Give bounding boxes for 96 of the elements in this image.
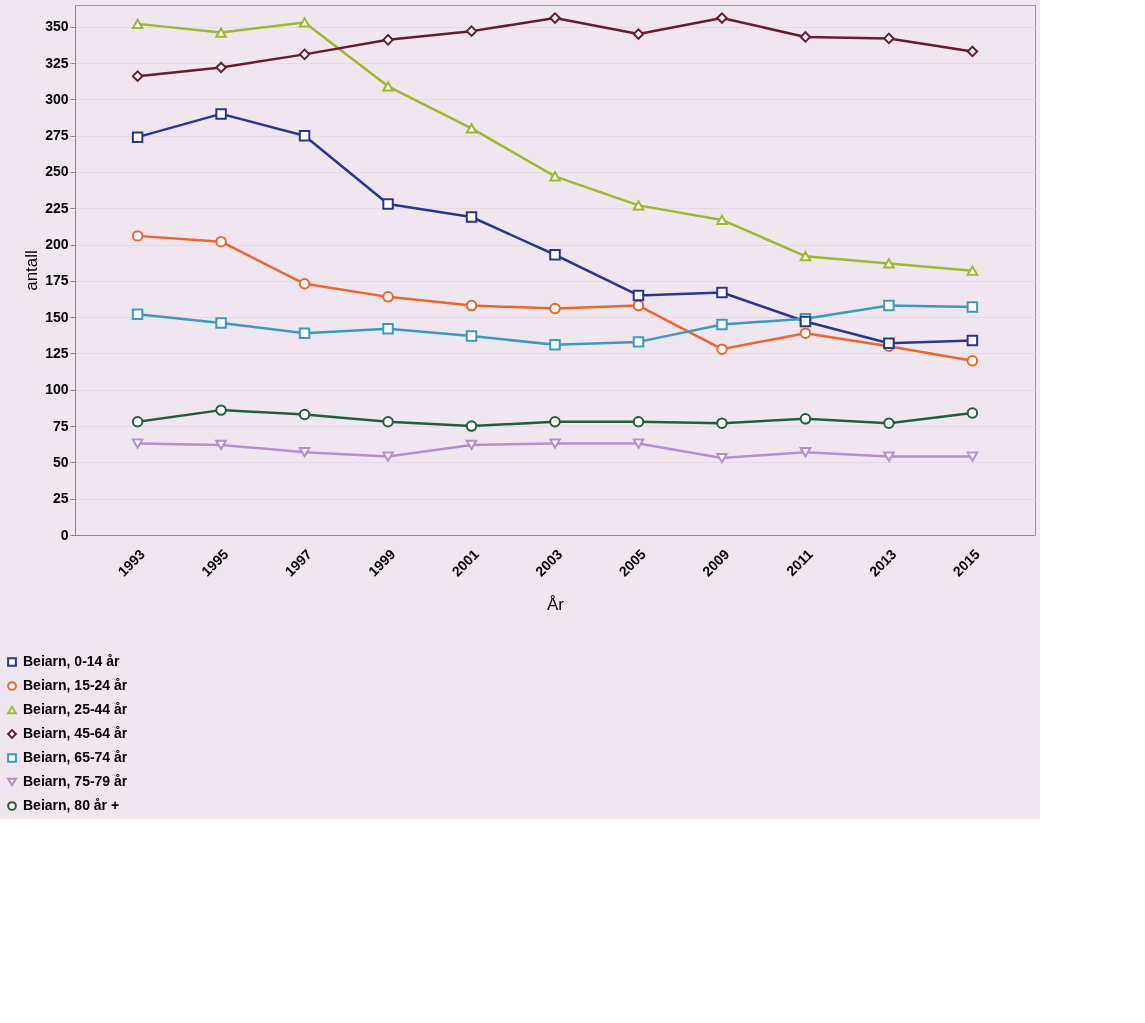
legend-label: Beiarn, 65-74 år [23,749,128,765]
point [298,327,311,339]
point [215,27,227,38]
point [632,200,645,211]
y-tick-label: 100 [45,381,69,398]
y-tick-label: 25 [52,490,69,507]
point [465,211,478,223]
point [382,323,394,335]
point [883,299,895,312]
point [382,34,394,46]
point [465,439,478,451]
point [298,408,311,421]
point [215,61,227,74]
point [549,302,561,315]
point [632,336,645,348]
y-tick-label: 325 [45,54,69,71]
point [298,48,311,61]
point [716,343,728,355]
legend-label: Beiarn, 80 år + [23,797,120,813]
legend-label: Beiarn, 15-24 år [23,677,128,693]
point [799,31,812,43]
point [883,417,895,429]
point [465,25,478,37]
point [465,299,478,312]
point [799,251,812,262]
point [298,447,311,458]
point [465,420,478,432]
legend-label: Beiarn, 45-64 år [23,725,128,741]
point [549,339,561,351]
point [382,198,394,210]
point [632,416,645,428]
point [215,439,227,451]
point [131,131,144,143]
point [465,123,478,134]
point [549,171,561,182]
point [131,438,144,449]
x-axis-title: År [547,595,565,615]
point [966,45,979,58]
point [549,12,561,24]
point [966,334,979,347]
point [131,230,144,242]
point [632,438,645,449]
y-tick-label: 125 [45,344,69,361]
point [215,404,227,416]
point [131,416,144,428]
legend-label: Beiarn, 25-44 år [23,701,128,717]
y-tick-label: 0 [60,526,69,543]
point [966,355,979,367]
point [215,317,227,329]
point [716,214,728,226]
point [382,81,394,92]
point [632,28,645,40]
point [549,416,561,428]
y-tick-label: 75 [52,417,69,434]
point [716,318,728,331]
y-tick-label: 50 [52,453,69,470]
point [966,407,979,419]
point [382,291,394,303]
y-tick-label: 225 [45,199,69,216]
point [131,308,144,321]
point [215,108,227,120]
point [215,235,227,248]
y-tick-label: 300 [45,90,69,107]
point [799,413,812,425]
legend-label: Beiarn, 75-79 år [23,773,128,789]
y-tick-label: 275 [45,127,69,144]
point [966,451,979,462]
y-axis-title: antall [22,250,42,291]
point [883,32,895,45]
point [716,417,728,429]
point [131,18,144,29]
point [131,70,144,82]
point [966,301,979,313]
point [298,278,311,290]
point [465,330,478,342]
point [716,286,728,299]
point [298,129,311,142]
point [549,438,561,449]
point [799,327,812,339]
point [883,451,895,462]
point [716,452,728,464]
y-tick-label: 350 [45,18,69,35]
point [298,17,311,28]
point [883,258,895,269]
point [382,416,394,428]
point [966,265,979,276]
y-tick-label: 175 [45,272,69,289]
point [382,451,394,462]
point [549,249,561,261]
y-tick-label: 250 [45,163,69,180]
y-tick-label: 150 [45,308,69,325]
y-tick-label: 200 [45,236,69,253]
point [716,12,728,24]
point [799,447,812,458]
legend-label: Beiarn, 0-14 år [23,653,121,669]
point [632,289,645,302]
